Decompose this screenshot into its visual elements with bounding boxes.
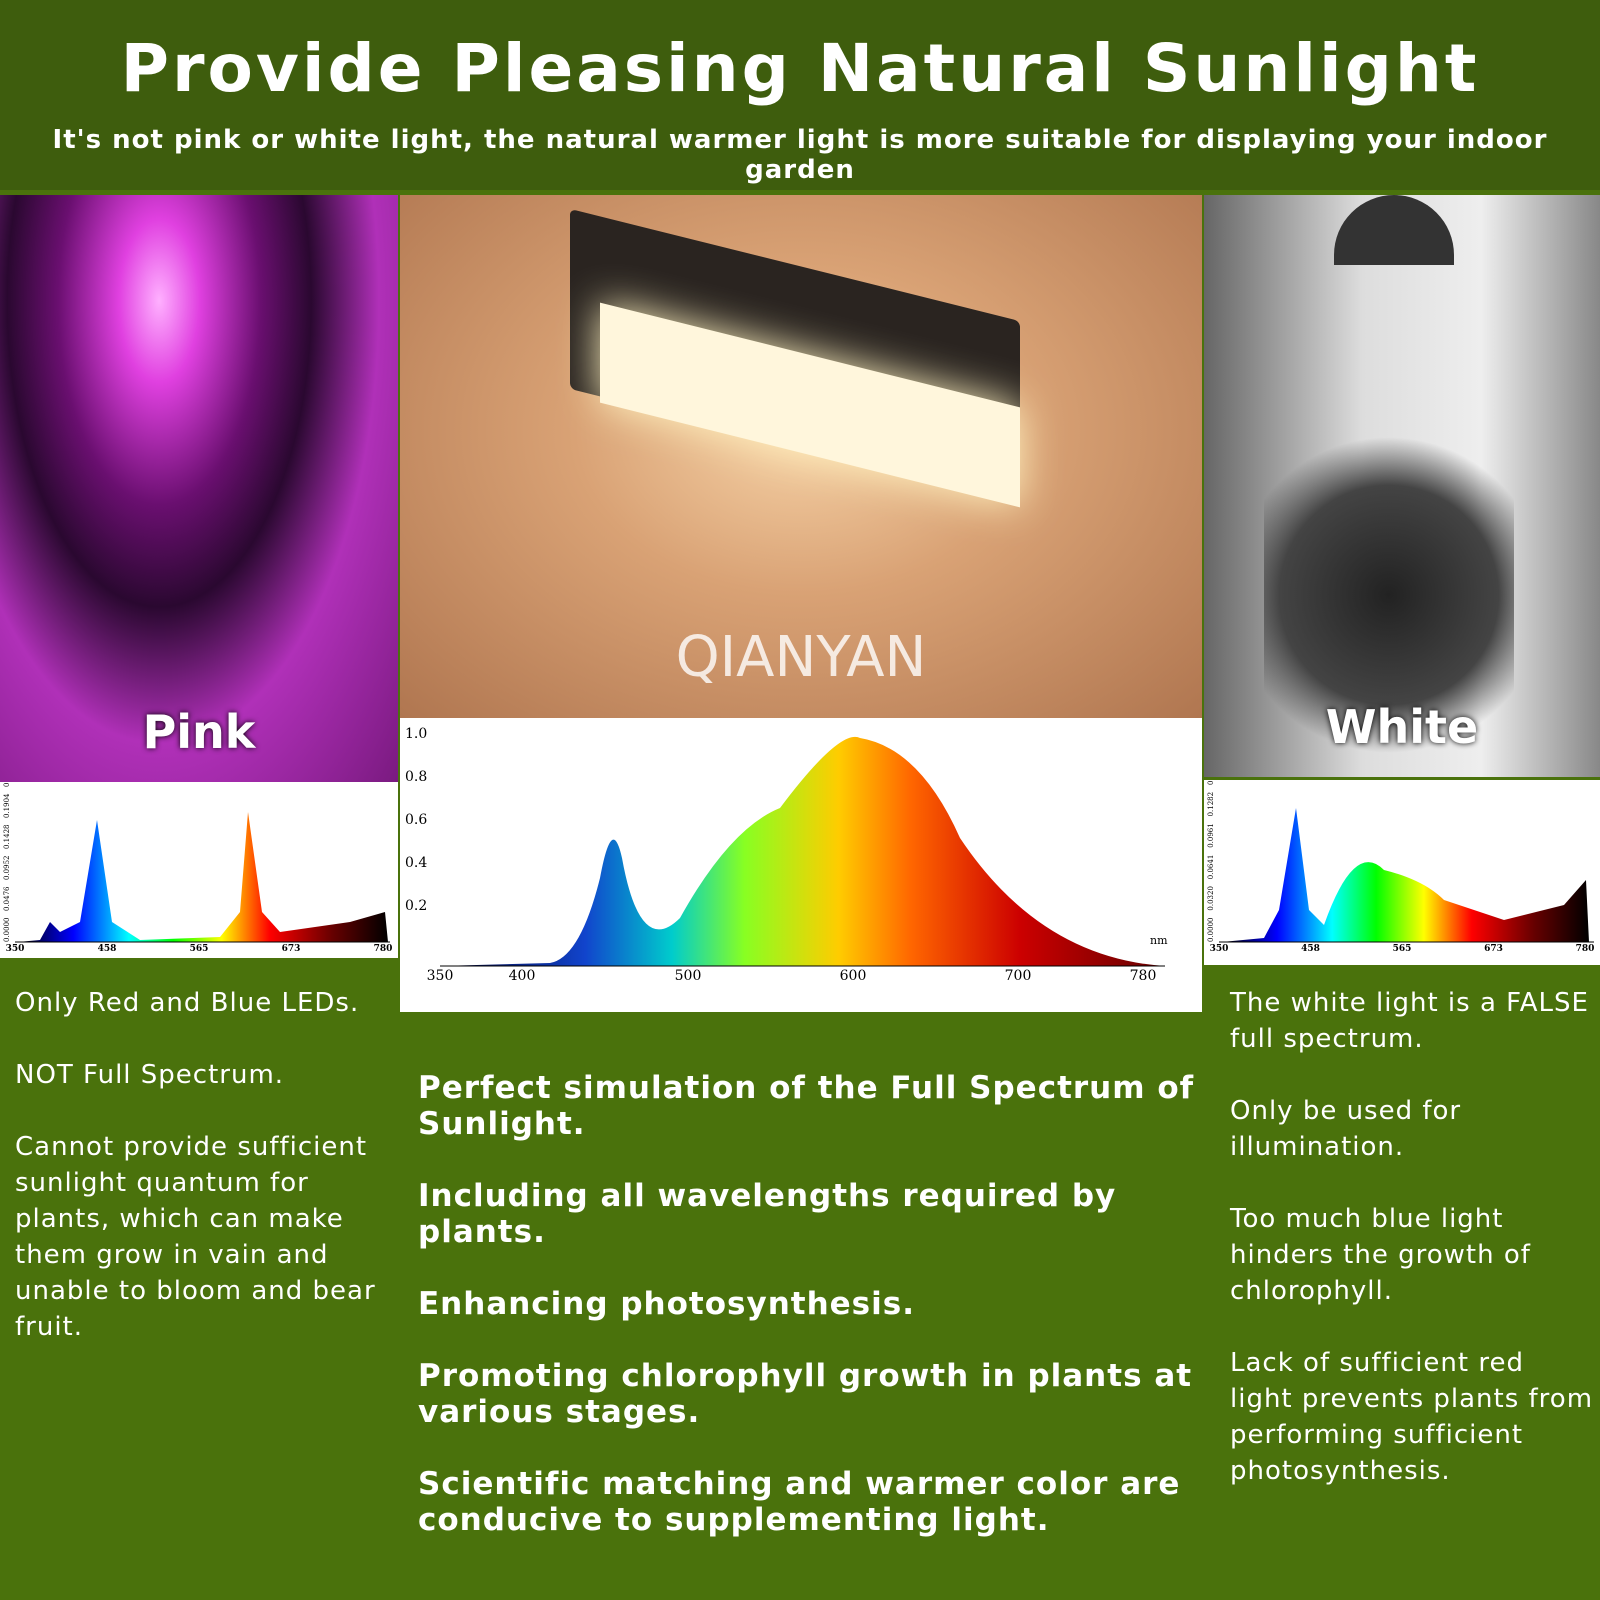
tick-label: 458 xyxy=(98,944,117,954)
tick-label: 1.0 xyxy=(405,726,427,742)
title: Provide Pleasing Natural Sunlight xyxy=(120,30,1480,107)
full-spectrum: 350 400 500 600 700 780 1.0 0.8 0.6 0.4 0.2 nm xyxy=(400,718,1202,1012)
tick-label: 565 xyxy=(190,944,209,954)
tick-label: 0.0000 xyxy=(3,918,11,943)
tick-label: 0.8 xyxy=(405,769,427,785)
lamp xyxy=(1334,195,1454,265)
note: Lack of sufficient red light prevents pl… xyxy=(1230,1348,1594,1486)
white-photo: White xyxy=(1204,195,1600,777)
watermark: QIANYAN xyxy=(675,625,927,690)
spectrum-curve xyxy=(440,736,1165,966)
panel-label: White xyxy=(1325,700,1479,754)
white-notes: The white light is a FALSE full spectrum… xyxy=(1230,985,1595,1525)
tick-label: 780 xyxy=(1130,968,1157,984)
tick-label: 0.2380 xyxy=(3,782,11,787)
note: Including all wavelengths required by pl… xyxy=(418,1178,1117,1250)
tick-label: 0.1282 xyxy=(1207,792,1215,817)
note: Only be used for illumination. xyxy=(1230,1096,1462,1162)
header: Provide Pleasing Natural Sunlight It's n… xyxy=(0,0,1600,190)
tick-label: 673 xyxy=(282,944,301,954)
tick-label: 400 xyxy=(509,968,536,984)
tick-label: 350 xyxy=(6,944,25,954)
tick-label: 0.1602 xyxy=(1207,780,1215,785)
note: NOT Full Spectrum. xyxy=(15,1060,285,1090)
note: Scientific matching and warmer color are… xyxy=(418,1466,1181,1538)
tick-label: 780 xyxy=(1576,944,1595,954)
tick-label: 0.0476 xyxy=(3,886,11,911)
tick-label: 600 xyxy=(840,968,867,984)
subtitle: It's not pink or white light, the natura… xyxy=(52,125,1548,185)
tick-label: 0.0961 xyxy=(1207,823,1215,848)
white-spectrum: 350 458 565 673 780 0.0000 0.0320 0.0641 0.0961 0… xyxy=(1204,780,1600,965)
pink-photo: Pink xyxy=(0,195,398,782)
center-photo: QIANYAN xyxy=(400,195,1202,718)
plant xyxy=(1264,415,1514,775)
note: Only Red and Blue LEDs. xyxy=(15,988,360,1018)
panel-label: Pink xyxy=(142,705,256,759)
note: Enhancing photosynthesis. xyxy=(418,1286,915,1322)
note: Too much blue light hinders the growth o… xyxy=(1230,1204,1531,1306)
spectrum-curve xyxy=(1222,808,1589,942)
tick-label: 0.1428 xyxy=(3,825,11,850)
note: Cannot provide sufficient sunlight quant… xyxy=(15,1132,376,1342)
tick-label: 350 xyxy=(427,968,454,984)
note: Perfect simulation of the Full Spectrum … xyxy=(418,1070,1195,1142)
center-notes: Perfect simulation of the Full Spectrum … xyxy=(418,1070,1198,1574)
tick-label: 0.0952 xyxy=(3,856,11,881)
tick-label: 500 xyxy=(675,968,702,984)
tick-label: 0.0641 xyxy=(1207,855,1215,880)
note: Promoting chlorophyll growth in plants a… xyxy=(418,1358,1193,1430)
tick-label: 780 xyxy=(374,944,393,954)
note: The white light is a FALSE full spectrum… xyxy=(1230,988,1589,1054)
tick-label: 0.0000 xyxy=(1207,918,1215,943)
tick-label: 0.4 xyxy=(405,855,427,871)
tick-label: 0.6 xyxy=(405,812,427,828)
tick-label: 350 xyxy=(1210,944,1229,954)
spectrum-curve xyxy=(18,812,388,942)
tick-label: nm xyxy=(1150,934,1168,947)
tick-label: 0.2 xyxy=(405,898,427,914)
tick-label: 0.0320 xyxy=(1207,886,1215,911)
tick-label: 700 xyxy=(1005,968,1032,984)
tick-label: 458 xyxy=(1301,944,1320,954)
tick-label: 0.1904 xyxy=(3,793,11,818)
pink-spectrum: 350 458 565 673 780 0.0000 0.0476 0.0952 0.1428 0… xyxy=(0,782,398,958)
tick-label: 565 xyxy=(1393,944,1412,954)
pink-notes: Only Red and Blue LEDs. NOT Full Spectrum… xyxy=(15,985,390,1381)
tick-label: 673 xyxy=(1484,944,1503,954)
